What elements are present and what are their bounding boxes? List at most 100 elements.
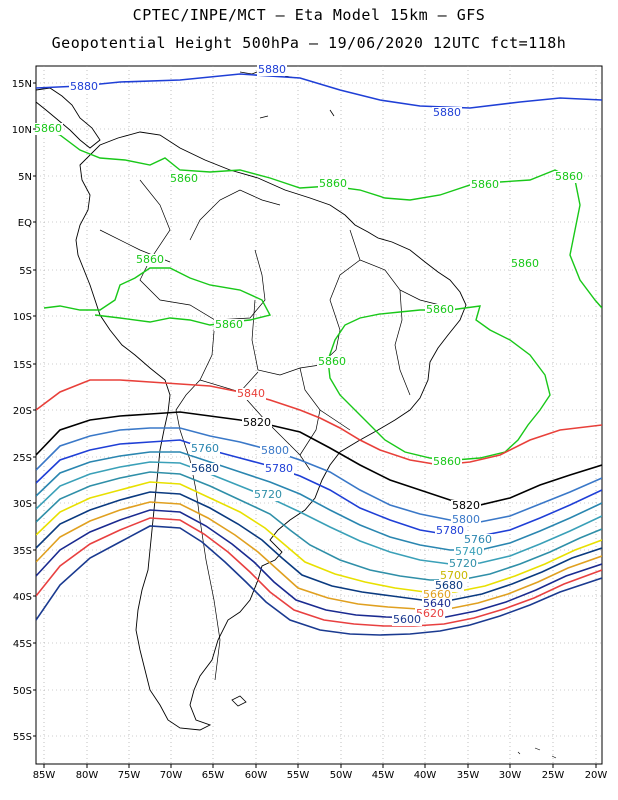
contour-label-bg (264, 463, 294, 475)
longitude-label: 80W (76, 770, 99, 781)
contour-label-bg (242, 417, 272, 429)
contour-label-bg (190, 463, 220, 475)
longitude-label: 60W (245, 770, 268, 781)
contour-5800 (36, 427, 602, 523)
contour-label: 5800 (261, 444, 289, 457)
contour-5860-north (36, 127, 602, 309)
contour-label: 5800 (452, 513, 480, 526)
longitude-label: 50W (330, 770, 353, 781)
contour-label: 5860 (318, 355, 346, 368)
latitude-label: 5N (18, 172, 32, 183)
longitude-label: 55W (287, 770, 310, 781)
contour-label: 5840 (237, 387, 265, 400)
contour-label-bg (214, 319, 244, 331)
contour-label: 5600 (393, 613, 421, 626)
contour-label: 5860 (319, 177, 347, 190)
contour-label-layer: 5880 5880 5880 5860 5860 5860 5860 5860 5860 5860… (33, 63, 584, 626)
contour-label-bg (463, 534, 493, 546)
contour-5720 (36, 471, 602, 581)
contour-label-bg (253, 489, 283, 501)
contour-label-bg (135, 254, 165, 266)
contour-label: 5640 (423, 597, 451, 610)
contour-label: 5820 (452, 499, 480, 512)
longitude-label: 65W (202, 770, 225, 781)
contour-label: 5760 (191, 442, 219, 455)
contour-5840 (36, 379, 602, 466)
contour-label: 5760 (464, 533, 492, 546)
latitude-label: 5S (19, 266, 32, 277)
longitude-label: 25W (542, 770, 565, 781)
contour-5860-inland (43, 267, 272, 326)
contour-label: 5880 (433, 106, 461, 119)
contour-label: 5860 (511, 257, 539, 270)
latitude-label: 30S (13, 499, 32, 510)
contour-label-bg (451, 500, 481, 512)
longitude-label: 85W (33, 770, 56, 781)
latitude-label: 20S (13, 406, 32, 417)
contour-label-bg (554, 171, 584, 183)
contour-label-bg (169, 173, 199, 185)
contour-label: 5720 (254, 488, 282, 501)
longitude-label: 30W (499, 770, 522, 781)
contour-label: 5880 (258, 63, 286, 76)
contour-label-bg (432, 456, 462, 468)
contour-5700 (36, 481, 602, 593)
contour-label-bg (422, 598, 452, 610)
south-atlantic-islands (517, 747, 557, 759)
contour-label: 5780 (436, 524, 464, 537)
contour-label-bg (257, 64, 287, 76)
latitude-label: EQ (18, 218, 32, 229)
contour-label: 5860 (34, 122, 62, 135)
contour-label-bg (318, 178, 348, 190)
contour-5760 (36, 451, 602, 551)
south-america-coastline (75, 131, 467, 731)
latitude-label: 10N (12, 125, 32, 136)
contour-label: 5860 (471, 178, 499, 191)
contour-label-bg (415, 608, 445, 620)
contour-5660 (36, 501, 602, 610)
contour-label: 5680 (435, 579, 463, 592)
longitude-label: 75W (118, 770, 141, 781)
country-borders (99, 179, 441, 681)
contour-label-bg (392, 614, 422, 626)
contour-label-bg (425, 304, 455, 316)
contour-5640 (36, 509, 602, 619)
contour-label: 5660 (423, 588, 451, 601)
title-line-1: CPTEC/INPE/MCT – Eta Model 15km – GFS (132, 6, 486, 24)
contour-label-bg (260, 445, 290, 457)
contour-label: 5680 (191, 462, 219, 475)
contour-5740 (36, 461, 602, 565)
contour-label-bg (236, 388, 266, 400)
contour-label: 5860 (426, 303, 454, 316)
longitude-label: 70W (160, 770, 183, 781)
falkland-islands (231, 695, 247, 707)
latitude-label: 50S (13, 686, 32, 697)
contour-label: 5780 (265, 462, 293, 475)
contour-label-bg (69, 81, 99, 93)
contour-label-bg (454, 546, 484, 558)
longitude-label: 40W (414, 770, 437, 781)
contour-5620 (36, 517, 602, 627)
latitude-label: 55S (13, 732, 32, 743)
contour-label: 5860 (170, 172, 198, 185)
latitude-label: 15N (12, 79, 32, 90)
contour-label: 5820 (243, 416, 271, 429)
latitude-label: 10S (13, 312, 32, 323)
contour-label-bg (33, 123, 63, 135)
title-line-2: Geopotential Height 500hPa – 19/06/2020 … (51, 34, 567, 52)
latitude-labels: 15N 10N 5N EQ 5S 10S 15S 20S 25S 30S 35S 40S 45S 50S 5… (12, 79, 36, 743)
contour-label-bg (448, 558, 478, 570)
central-america-coastline (36, 87, 101, 149)
longitude-label: 45W (372, 770, 395, 781)
contour-label-bg (317, 356, 347, 368)
contour-5880 (36, 73, 602, 109)
contour-label: 5720 (449, 557, 477, 570)
contour-layer (36, 73, 602, 636)
contour-label-bg (432, 107, 462, 119)
contour-label-bg (510, 258, 540, 270)
longitude-labels: 85W 80W 75W 70W 65W 60W 55W 50W 45W 40W 35W 30W 25W 2… (33, 764, 607, 781)
contour-label-bg (439, 570, 469, 582)
contour-label: 5860 (215, 318, 243, 331)
contour-label: 5860 (555, 170, 583, 183)
contour-label-bg (435, 525, 465, 537)
